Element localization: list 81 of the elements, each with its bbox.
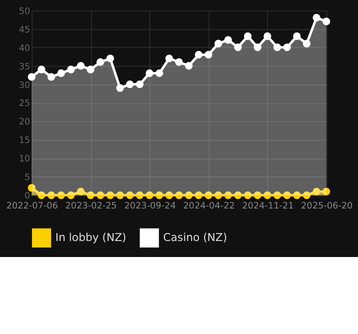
point [156, 69, 164, 78]
point [96, 191, 104, 200]
point [165, 54, 174, 62]
point [175, 191, 183, 200]
point [224, 36, 232, 44]
y-tick-label: 5 [24, 173, 30, 184]
y-tick-label: 25 [18, 99, 30, 110]
point [322, 18, 330, 26]
point [126, 80, 134, 88]
point [116, 191, 124, 200]
point [312, 188, 320, 196]
y-tick-label: 15 [18, 136, 30, 146]
point [67, 66, 75, 74]
point [47, 191, 56, 200]
point [67, 191, 75, 200]
point [38, 66, 46, 74]
y-tick-label: 45 [18, 25, 30, 36]
point [302, 40, 311, 48]
point [96, 58, 104, 66]
point [146, 191, 154, 200]
point [264, 191, 272, 200]
y-tick-label: 0 [24, 192, 30, 202]
point [283, 191, 291, 200]
point [156, 191, 164, 200]
legend-label: Casino (NZ) [163, 230, 228, 244]
point [214, 191, 222, 200]
point [28, 73, 36, 81]
point [283, 43, 291, 52]
y-tick-label: 30 [18, 80, 30, 91]
x-tick-label: 2024-11-21 [242, 202, 294, 212]
y-tick-label: 20 [18, 118, 30, 128]
point [146, 69, 154, 78]
point [194, 50, 202, 59]
x-tick-label: 2023-09-24 [124, 202, 176, 212]
x-tick-label: 2022-07-06 [6, 202, 58, 212]
x-tick-label: 2025-06-20 [301, 202, 354, 212]
point [273, 191, 282, 200]
point [184, 191, 193, 200]
point [106, 54, 114, 62]
legend-label: In lobby (NZ) [55, 230, 126, 244]
point [204, 50, 212, 59]
point [184, 62, 193, 70]
point [126, 191, 134, 200]
point [165, 191, 174, 200]
y-tick-label: 50 [18, 6, 30, 17]
point [234, 43, 242, 52]
y-tick-label: 35 [18, 62, 30, 72]
point [76, 62, 85, 70]
point [175, 58, 183, 66]
point [244, 191, 252, 200]
point [136, 191, 144, 200]
y-tick-label: 40 [18, 44, 30, 54]
point [106, 191, 114, 200]
point [254, 43, 262, 52]
point [76, 188, 85, 196]
point [204, 191, 212, 200]
point [57, 69, 65, 78]
point [28, 184, 36, 192]
point [57, 191, 65, 200]
point [302, 191, 311, 200]
point [224, 191, 232, 200]
point [264, 32, 272, 40]
point [86, 191, 94, 200]
x-tick-label: 2024-04-22 [183, 202, 235, 212]
point [322, 188, 330, 196]
point [194, 191, 202, 200]
y-tick-label: 10 [18, 154, 30, 165]
point [293, 191, 301, 200]
point [234, 191, 242, 200]
point [244, 32, 252, 40]
x-tick-label: 2023-02-25 [65, 202, 117, 212]
point [254, 191, 262, 200]
point [47, 73, 56, 81]
point [116, 84, 124, 92]
point [86, 66, 94, 74]
point [136, 80, 144, 88]
point [38, 191, 46, 200]
point [293, 32, 301, 40]
point [273, 43, 282, 52]
point [312, 14, 320, 22]
point [214, 40, 222, 48]
